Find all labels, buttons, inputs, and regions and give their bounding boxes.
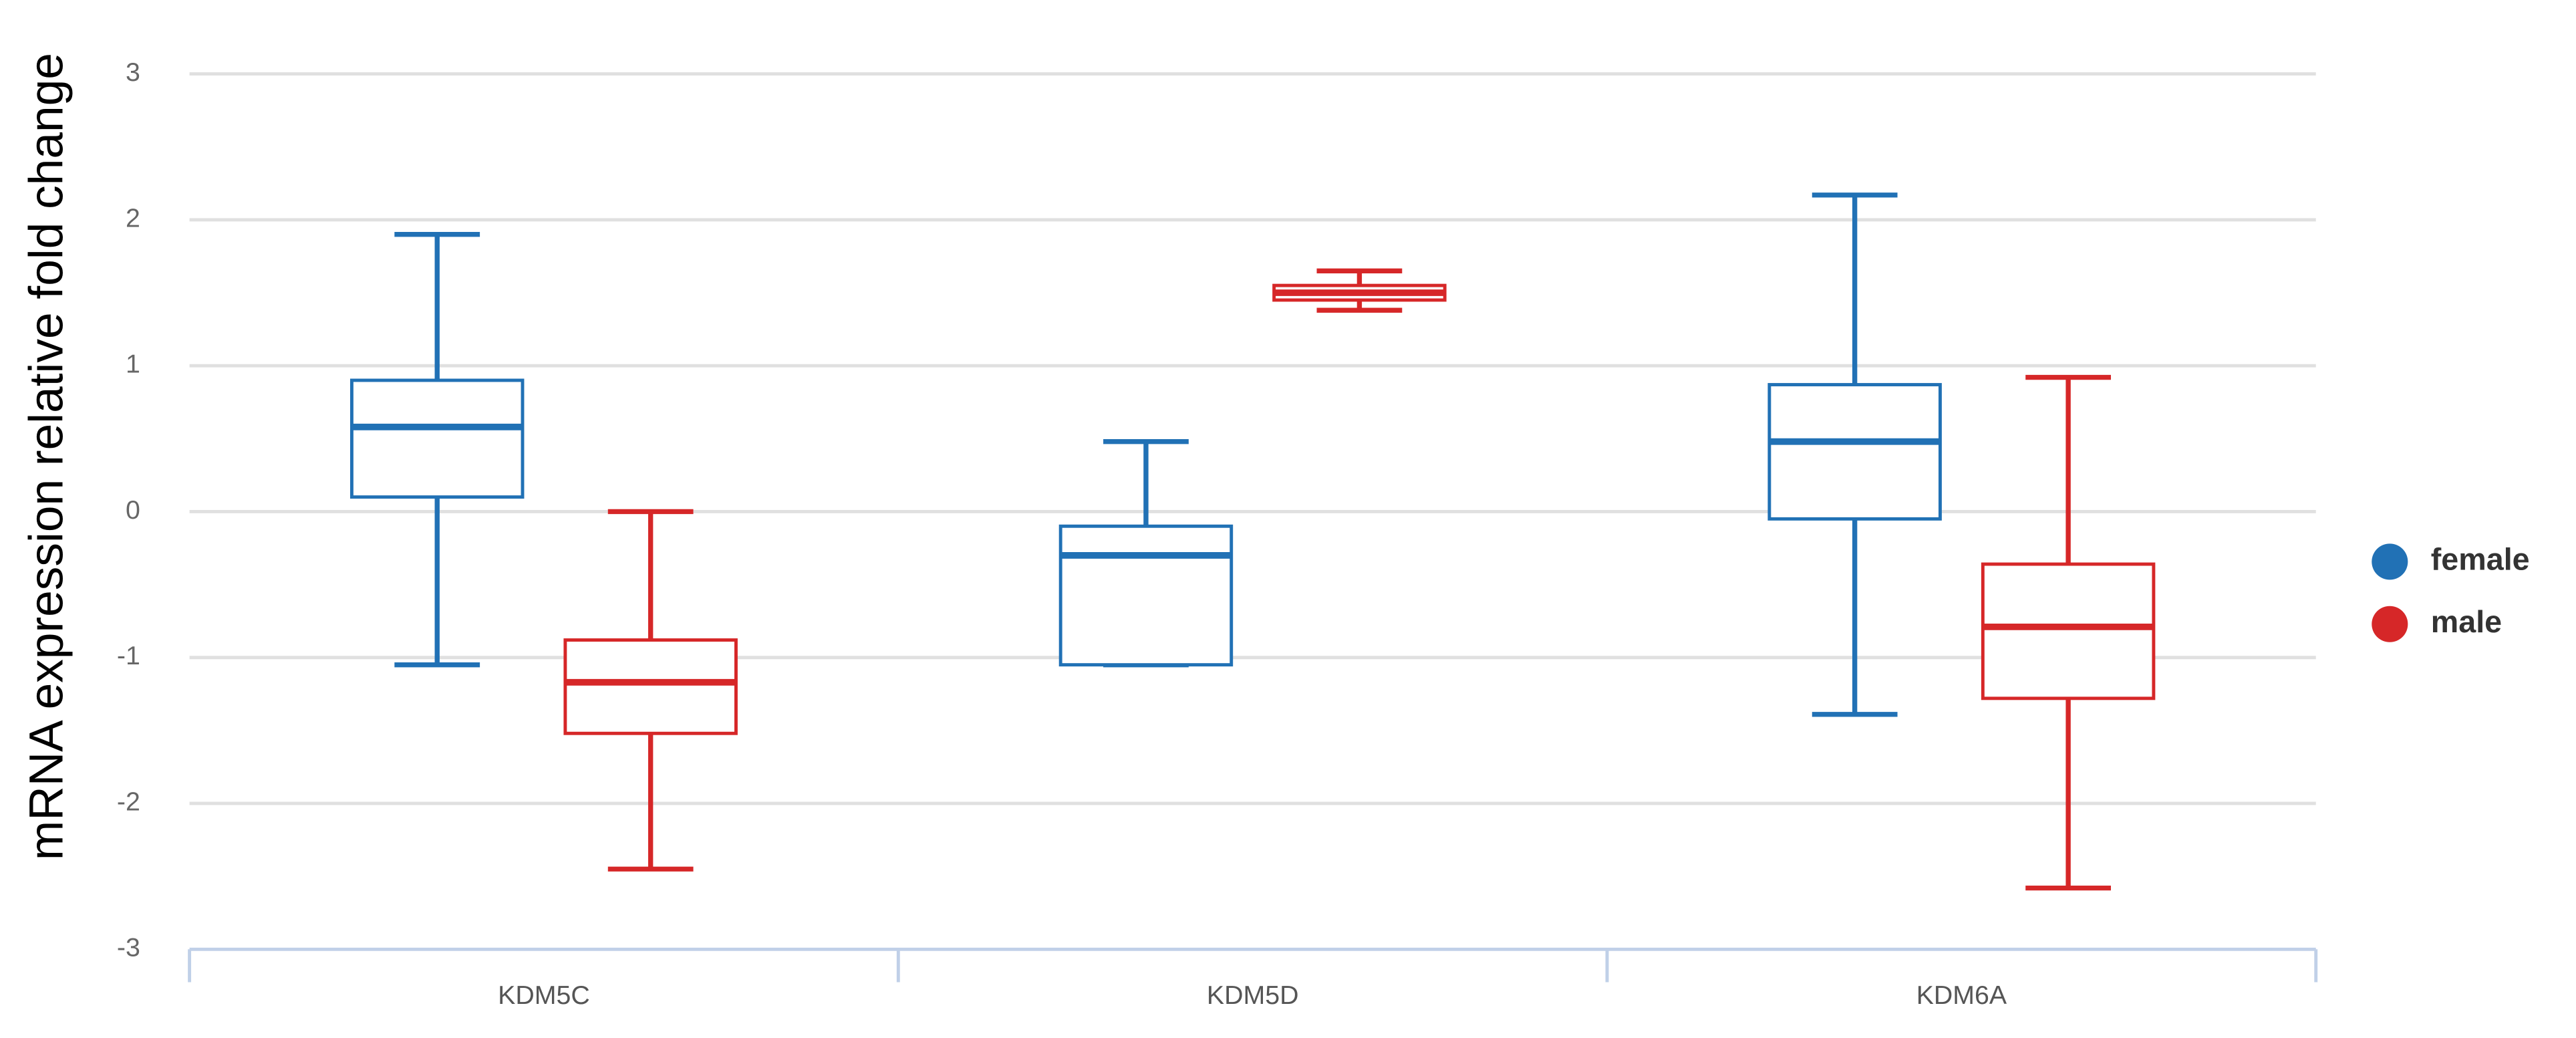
box bbox=[349, 378, 525, 499]
y-axis-title: mRNA expression relative fold change bbox=[20, 53, 74, 860]
y-tick-label: -1 bbox=[117, 641, 140, 670]
box bbox=[1767, 383, 1942, 521]
y-tick-label: -3 bbox=[117, 933, 140, 962]
legend-marker bbox=[2372, 606, 2408, 642]
legend-marker bbox=[2372, 543, 2408, 580]
y-tick-label: 2 bbox=[126, 203, 140, 233]
box bbox=[1981, 562, 2156, 700]
y-tick-label: 1 bbox=[126, 350, 140, 379]
box bbox=[1058, 524, 1234, 667]
y-tick-label: 0 bbox=[126, 495, 140, 525]
x-tick-label: KDM5C bbox=[498, 981, 590, 1010]
x-tick-label: KDM6A bbox=[1916, 981, 2007, 1010]
box bbox=[563, 638, 738, 735]
y-tick-label: -2 bbox=[117, 787, 140, 816]
legend-label: female bbox=[2431, 542, 2530, 577]
x-tick-label: KDM5D bbox=[1207, 981, 1299, 1010]
legend-label: male bbox=[2431, 604, 2502, 639]
y-tick-label: 3 bbox=[126, 57, 140, 87]
